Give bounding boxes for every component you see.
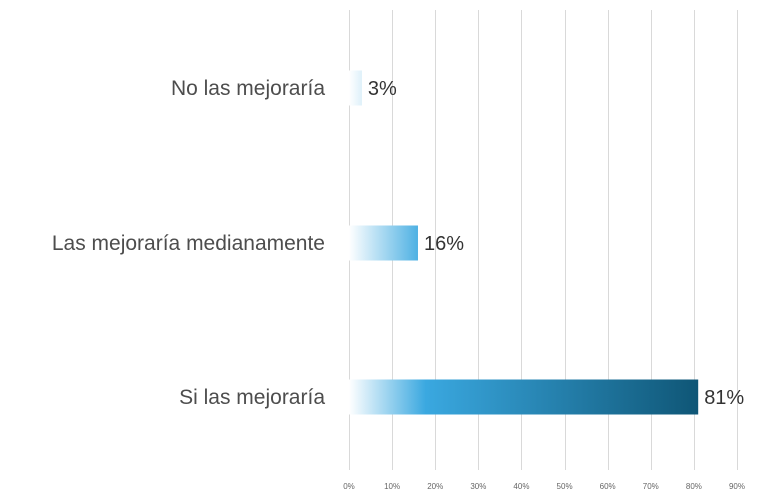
bars xyxy=(349,70,699,415)
x-tick-label: 10% xyxy=(384,482,400,491)
x-tick-label: 30% xyxy=(470,482,486,491)
x-tick-label: 0% xyxy=(343,482,355,491)
x-tick-label: 60% xyxy=(600,482,616,491)
x-tick-label: 90% xyxy=(729,482,745,491)
category-label: Si las mejoraría xyxy=(179,386,325,409)
x-tick-label: 40% xyxy=(513,482,529,491)
bar xyxy=(349,379,699,415)
x-tick-label: 70% xyxy=(643,482,659,491)
data-label: 3% xyxy=(368,78,397,100)
category-label: No las mejoraría xyxy=(171,77,325,100)
category-label: Las mejoraría medianamente xyxy=(52,232,325,255)
x-tick-label: 50% xyxy=(557,482,573,491)
bar xyxy=(349,70,362,106)
x-axis-tick-labels: 0% 10% 20% 30% 40% 50% 60% 70% 80% 90% xyxy=(343,482,745,491)
data-label: 81% xyxy=(704,387,744,409)
category-labels: No las mejoraría Las mejoraría medianamen… xyxy=(52,77,325,409)
data-label: 16% xyxy=(424,233,464,255)
data-labels: 3% 16% 81% xyxy=(368,78,745,409)
bar xyxy=(349,225,418,261)
gridlines xyxy=(349,10,738,470)
x-tick-label: 20% xyxy=(427,482,443,491)
x-tick-label: 80% xyxy=(686,482,702,491)
